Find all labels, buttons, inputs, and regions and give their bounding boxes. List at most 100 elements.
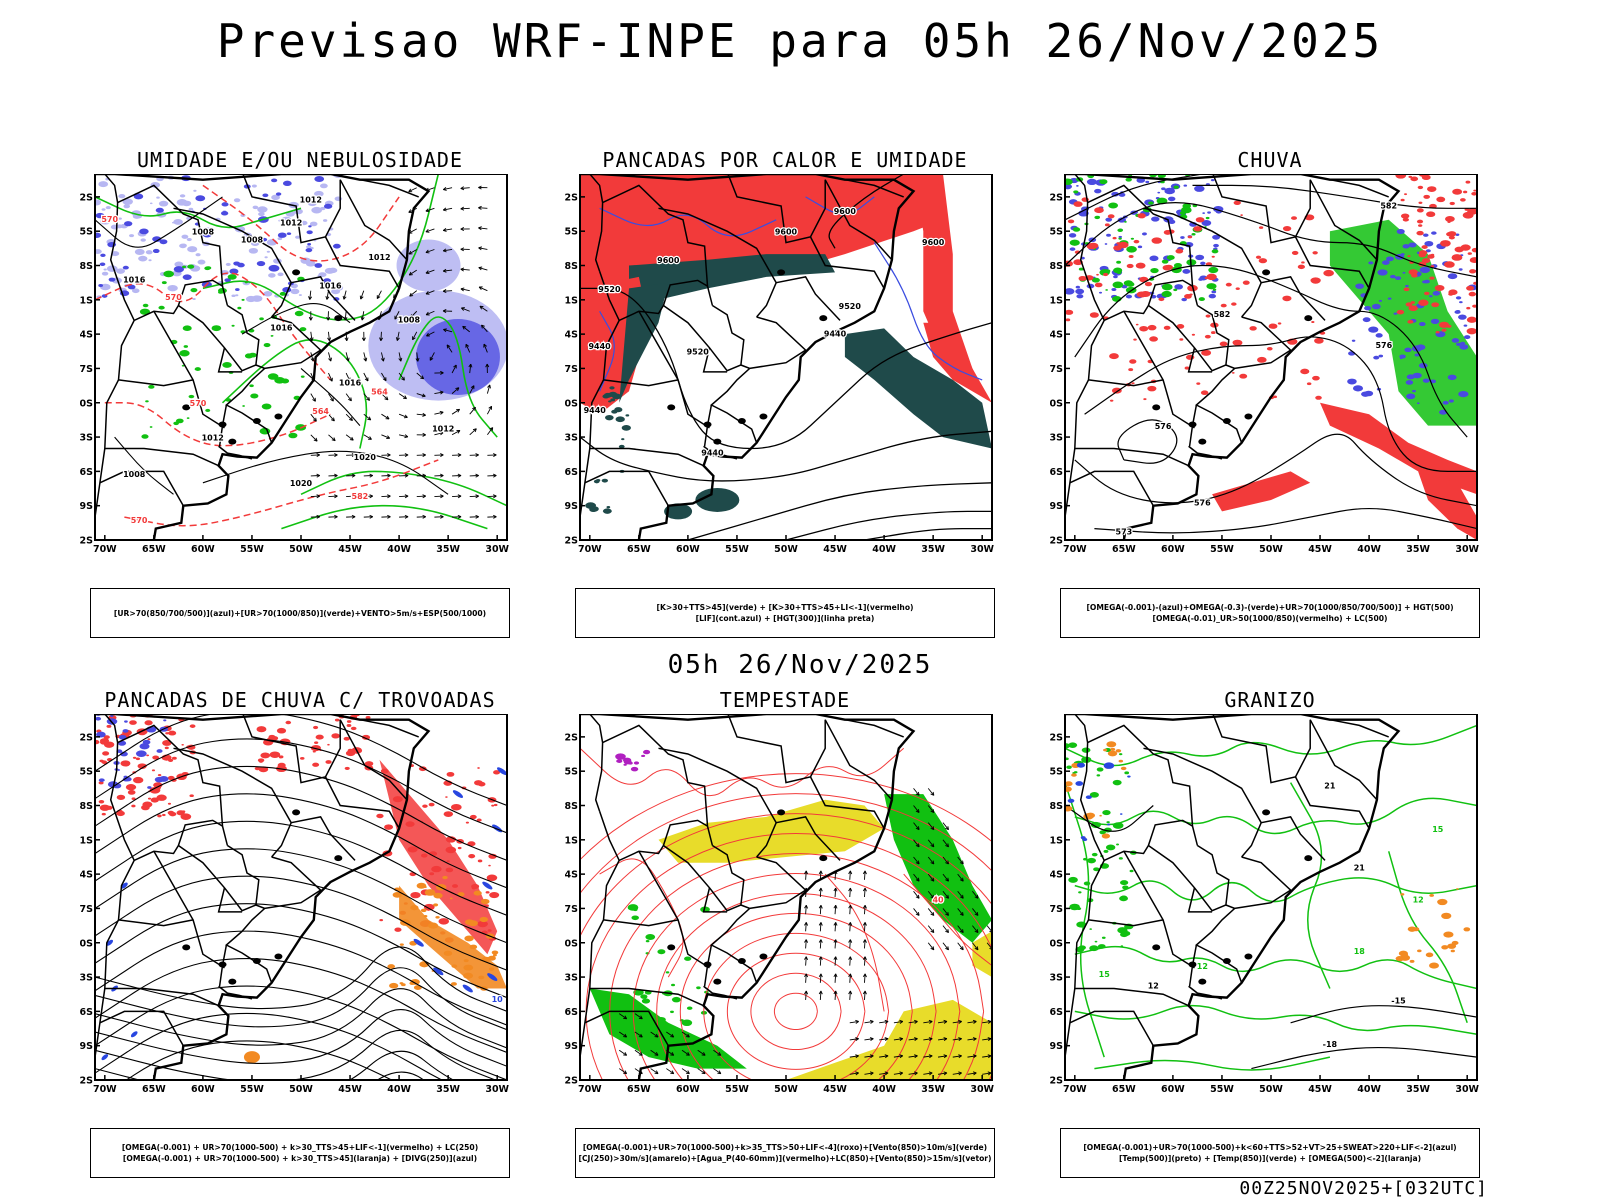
omega-500-area (1429, 893, 1435, 897)
contour-label: 576 (1375, 341, 1392, 350)
geopotential-300-contour (785, 510, 992, 540)
wind-vector (713, 1049, 722, 1056)
humidity-lower-area (141, 434, 149, 439)
storm-orange-area (478, 975, 485, 980)
legend-line: [CJ(250)>30m/s](amarelo)+[Agua_P(40-60mm… (578, 1154, 992, 1163)
omega-500-area (1443, 931, 1454, 938)
omega-blue-area (1201, 220, 1212, 227)
contour-label: 1016 (270, 324, 293, 333)
omega-red-area (1109, 399, 1114, 402)
humidity-upper-area (262, 193, 269, 198)
wind-vector (387, 514, 391, 519)
humidity-upper-area (145, 250, 153, 255)
lat-tick-label: 42S (565, 1076, 578, 1087)
omega-500-area (1115, 749, 1122, 753)
wind-vector (942, 908, 949, 916)
omega-blue-area (1182, 268, 1191, 274)
omega-blue-area (1458, 390, 1469, 398)
lon-tick-label: 50W (774, 544, 798, 555)
omega-500-area (1425, 952, 1434, 958)
omega-blue-area (1458, 314, 1467, 320)
instability-green-area (608, 391, 618, 398)
wind-vector (930, 791, 935, 796)
contour-label: 10 (492, 995, 504, 1004)
border-line (662, 304, 745, 372)
omega-red-area (1452, 188, 1463, 195)
humidity-upper-area (100, 253, 106, 257)
hail-area (1075, 781, 1084, 786)
wind-vector (913, 873, 920, 882)
lon-tick-label: 65W (142, 1084, 166, 1095)
wind-vector (855, 1019, 859, 1024)
wind-vector (404, 453, 409, 458)
contour-label: -15 (1391, 996, 1406, 1005)
border-line (1083, 810, 1193, 862)
humidity-upper-area (171, 221, 175, 224)
wind-vector (334, 514, 338, 519)
lon-tick-label: 70W (578, 544, 602, 555)
wind-vector (343, 290, 347, 300)
omega-blue-area (1210, 179, 1215, 182)
border-line (844, 718, 904, 738)
wind-vector (439, 390, 444, 395)
lat-tick-label: 42S (80, 1076, 93, 1087)
humidity-upper-area (256, 260, 266, 267)
wind-vector (363, 357, 368, 362)
omega-red-area (1201, 349, 1212, 356)
wind-vector (478, 247, 488, 250)
omega-green-area (1191, 232, 1196, 236)
coastline (703, 445, 738, 460)
wind-vector (952, 1021, 962, 1024)
border-line (1087, 724, 1199, 846)
streamline-850 (726, 952, 866, 1070)
humidity-upper-area (286, 232, 292, 236)
omega-red-area (1429, 276, 1435, 280)
wind-vector (945, 843, 949, 848)
wind-vector (328, 434, 336, 442)
humidity-upper-area (266, 250, 270, 253)
wind-vector (915, 826, 920, 831)
storm-red-area (379, 759, 498, 955)
wind-vector (818, 939, 823, 943)
storm-red-area (132, 756, 137, 759)
humidity-lower-area (225, 398, 232, 402)
storm-orange-area (457, 892, 465, 897)
lon-tick-label: 30W (1455, 544, 1479, 555)
wind-vector (329, 377, 333, 382)
humidity-lower-area (149, 426, 153, 428)
omega-blue-area (1442, 400, 1449, 405)
fields (95, 174, 507, 530)
wind-vector (819, 887, 822, 898)
humidity-upper-area (140, 238, 146, 242)
storm-orange-area (401, 983, 406, 987)
wind-vector (328, 357, 332, 362)
wind-vector (492, 494, 497, 499)
omega-red-area (1277, 322, 1282, 325)
border-line (1195, 904, 1243, 984)
lake-mark (713, 978, 722, 985)
wind-850-area (700, 906, 710, 913)
wind-vector (439, 410, 444, 415)
wind-vector (412, 331, 418, 341)
wind-vector (425, 310, 435, 316)
wind-vector (943, 1071, 948, 1076)
omega-red-area (1220, 303, 1227, 308)
contour-label: 1016 (123, 276, 146, 285)
lon-tick-label: 65W (627, 544, 651, 555)
wind-vector (834, 922, 837, 932)
omega-red-area (1137, 213, 1146, 219)
omega-red-area (1151, 237, 1162, 244)
contour-label: 1012 (300, 196, 322, 205)
omega-500-area (1409, 959, 1415, 963)
wind-vector (958, 1071, 962, 1076)
lat-tick-label: 18S (565, 261, 578, 272)
wind-vector (331, 437, 336, 442)
contour-label: 1012 (202, 433, 224, 442)
wind-vector (942, 925, 949, 933)
temp-850-contour (1124, 771, 1130, 775)
omega-red-area (1291, 216, 1297, 220)
omega-blue-area (1448, 399, 1454, 403)
humidity-upper-area (193, 189, 197, 192)
instability-green-area (695, 487, 740, 512)
wind-vector (369, 514, 373, 519)
